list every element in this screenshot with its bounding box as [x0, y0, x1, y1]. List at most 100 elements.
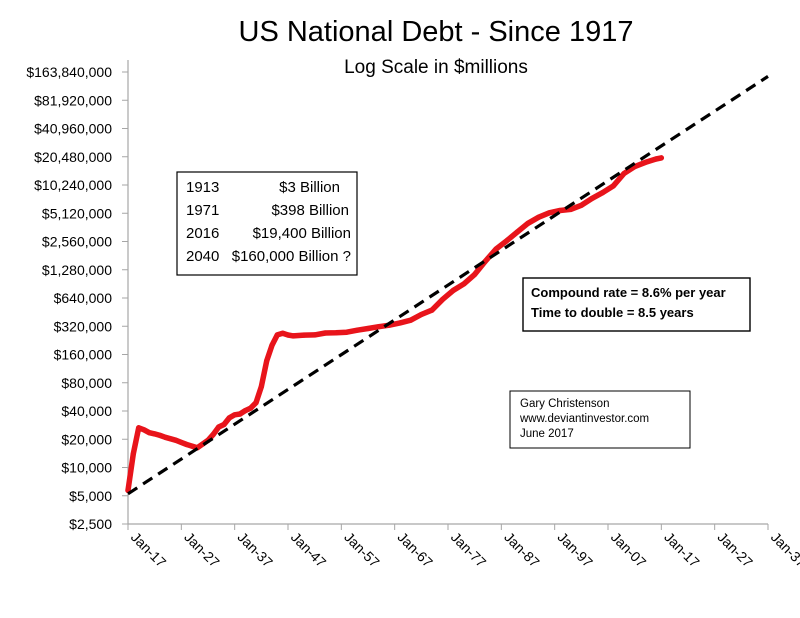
debt-point-21 [237, 411, 243, 417]
chart-title: US National Debt - Since 1917 [239, 16, 634, 48]
debt-point-8 [168, 436, 174, 442]
debt-point-2 [136, 425, 142, 431]
y-tick-label-10: $2,560,000 [42, 234, 112, 250]
debt-point-58 [578, 202, 584, 208]
debt-point-43 [418, 311, 424, 318]
debt-point-16 [210, 431, 216, 437]
debt-point-18 [221, 421, 227, 428]
debt-table-year-1: 1913 [186, 179, 219, 196]
debt-point-29 [280, 330, 286, 336]
compound-rate-line: Compound rate = 8.6% per year [531, 285, 726, 300]
debt-point-42 [408, 317, 414, 323]
debt-table-amount-2: $398 Billion [271, 202, 349, 219]
y-tick-label-2: $10,000 [61, 460, 112, 476]
debt-point-20 [232, 412, 238, 418]
debt-point-59 [589, 195, 595, 201]
debt-point-22 [242, 408, 248, 414]
y-tick-label-3: $20,000 [61, 431, 112, 447]
debt-point-23 [248, 405, 254, 411]
debt-point-37 [354, 327, 360, 333]
y-tick-label-4: $40,000 [61, 403, 112, 419]
debt-point-53 [525, 220, 531, 226]
debt-point-38 [365, 325, 371, 332]
debt-point-5 [152, 431, 158, 437]
debt-table-year-4: 2040 [186, 248, 219, 265]
debt-point-9 [173, 437, 179, 443]
debt-point-35 [333, 330, 339, 336]
credit-date: June 2017 [520, 428, 574, 440]
x-axis-ticks: Jan-17 Jan-27 Jan-37 Jan-47 Jan-57 Jan-67 Jan-… [127, 524, 800, 571]
debt-point-57 [568, 206, 574, 212]
debt-point-1 [130, 451, 136, 457]
debt-point-7 [162, 434, 168, 440]
debt-point-17 [216, 424, 222, 430]
x-tick-label-0: Jan-17 [128, 529, 170, 571]
x-tick-label-1: Jan-27 [181, 529, 223, 571]
debt-point-34 [322, 330, 328, 336]
debt-point-62 [621, 170, 627, 177]
debt-point-31 [290, 333, 296, 339]
debt-point-24 [253, 400, 259, 406]
debt-point-33 [312, 332, 318, 338]
x-tick-label-10: Jan-17 [661, 529, 703, 571]
debt-point-50 [493, 246, 499, 252]
debt-table-amount-3: $19,400 Billion [253, 225, 351, 242]
debt-point-19 [226, 415, 232, 421]
y-tick-label-6: $160,000 [54, 347, 113, 363]
debt-point-46 [450, 287, 456, 293]
y-tick-label-7: $320,000 [54, 318, 113, 334]
x-tick-label-11: Jan-27 [715, 529, 757, 571]
debt-point-55 [546, 210, 552, 216]
debt-point-6 [157, 432, 163, 438]
debt-point-12 [189, 443, 195, 449]
debt-point-3 [141, 427, 147, 433]
debt-point-32 [301, 332, 307, 338]
debt-point-45 [440, 296, 446, 302]
y-tick-label-8: $640,000 [54, 290, 113, 306]
credit-author: Gary Christenson [520, 398, 609, 410]
debt-point-10 [178, 439, 184, 445]
y-tick-label-13: $20,480,000 [34, 149, 112, 165]
credit-box: Gary Christenson www.deviantinvestor.com… [509, 390, 691, 449]
x-tick-label-5: Jan-67 [395, 529, 437, 571]
debt-point-47 [461, 281, 467, 287]
x-tick-label-2: Jan-37 [235, 529, 277, 571]
y-tick-label-9: $1,280,000 [42, 262, 112, 278]
y-tick-label-16: $163,840,000 [26, 64, 112, 80]
x-tick-label-4: Jan-57 [341, 529, 383, 571]
x-tick-label-6: Jan-77 [448, 529, 490, 571]
y-tick-label-14: $40,960,000 [34, 121, 112, 137]
x-tick-label-3: Jan-47 [288, 529, 330, 571]
debt-point-60 [600, 190, 606, 196]
y-tick-label-12: $10,240,000 [34, 177, 112, 193]
debt-point-41 [397, 320, 403, 326]
debt-point-51 [504, 238, 510, 244]
series-layer [125, 75, 769, 496]
y-tick-label-1: $5,000 [69, 488, 112, 504]
debt-point-65 [653, 156, 659, 162]
debt-point-66 [658, 155, 664, 161]
x-tick-label-8: Jan-97 [555, 529, 597, 571]
debt-point-44 [429, 307, 435, 313]
debt-point-4 [146, 430, 152, 436]
debt-point-28 [274, 332, 280, 338]
x-tick-label-12: Jan-37 [768, 529, 800, 571]
debt-point-36 [344, 329, 350, 335]
debt-point-30 [285, 332, 291, 338]
debt-point-64 [642, 159, 648, 165]
debt-point-39 [376, 324, 382, 330]
debt-table-year-3: 2016 [186, 225, 219, 242]
credit-website: www.deviantinvestor.com [519, 413, 649, 425]
debt-point-48 [472, 271, 478, 277]
x-tick-label-7: Jan-87 [501, 529, 543, 571]
debt-point-52 [514, 229, 520, 235]
trend-line-dashed [127, 75, 769, 496]
debt-table-amount-1: $3 Billion [279, 179, 340, 196]
debt-table-year-2: 1971 [186, 202, 219, 219]
chart-subtitle: Log Scale in $millions [344, 57, 528, 78]
y-tick-label-5: $80,000 [61, 375, 112, 391]
debt-table-box: 1913 $3 Billion 1971 $398 Billion 2016 $… [176, 171, 358, 276]
y-tick-label-15: $81,920,000 [34, 92, 112, 108]
y-tick-label-11: $5,120,000 [42, 205, 112, 221]
